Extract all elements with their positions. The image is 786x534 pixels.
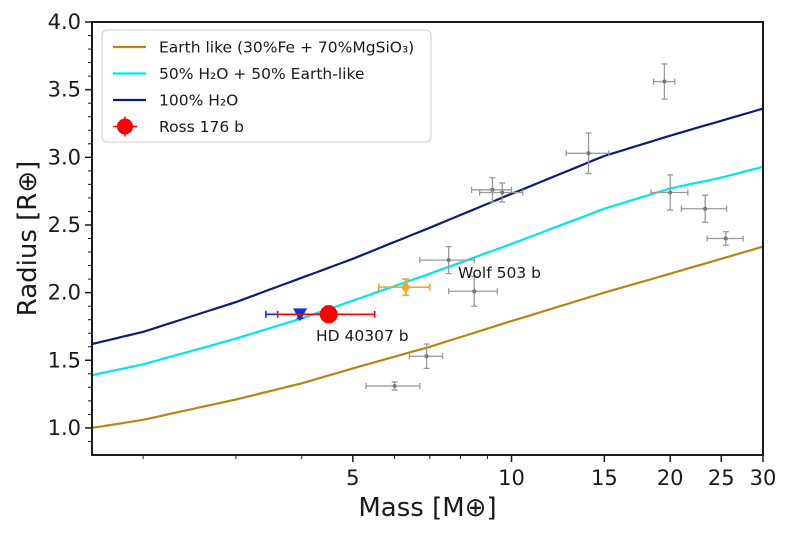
marker	[424, 354, 429, 359]
legend-marker	[117, 118, 133, 135]
x-tick-label: 15	[591, 466, 618, 490]
marker	[490, 187, 495, 192]
data-points	[265, 63, 744, 391]
planet-point-2	[419, 245, 475, 275]
legend-label: 50% H₂O + 50% Earth-like	[159, 65, 364, 83]
y-tick-label: 3.0	[48, 145, 81, 169]
marker	[586, 151, 591, 156]
planet-point-0	[365, 381, 421, 391]
x-tick-label: 5	[346, 466, 359, 490]
legend-item-2: 100% H₂O	[113, 92, 238, 110]
marker	[446, 258, 451, 263]
legend-box	[101, 29, 432, 143]
y-tick-label: 2.5	[48, 213, 81, 237]
marker	[472, 289, 477, 294]
curve-2	[92, 107, 763, 346]
marker	[703, 206, 708, 211]
legend-label: Ross 176 b	[159, 118, 244, 136]
y-axis-title: Radius [R⊕]	[13, 161, 43, 317]
legend-item-3: Ross 176 b	[113, 116, 244, 137]
marker	[662, 79, 667, 84]
y-tick-label: 4.0	[48, 10, 81, 34]
curve-1	[92, 165, 763, 377]
model-curves	[92, 107, 763, 429]
marker-circle	[319, 305, 338, 324]
axes: 1.0 1.5 2.0 2.5 3.0 3.5 4.0 5 10 15 20 25 30 Mass [M⊕…	[13, 10, 776, 523]
label-hd-40307b: HD 40307 b	[316, 327, 409, 345]
y-tick-label: 2.0	[48, 281, 81, 305]
highlight-ross-176b	[276, 305, 376, 324]
planet-point-1	[408, 343, 444, 370]
x-axis-title: Mass [M⊕]	[358, 493, 496, 523]
highlight-wolf-503b	[377, 278, 431, 297]
x-tick-label: 25	[708, 466, 735, 490]
x-tick-label: 10	[498, 466, 525, 490]
legend: Earth like (30%Fe + 70%MgSiO₃) 50% H₂O + …	[101, 29, 432, 143]
y-tick-label: 1.5	[48, 348, 81, 372]
planet-point-6	[565, 132, 610, 175]
planet-point-8	[650, 174, 689, 211]
y-tick-label: 3.5	[48, 78, 81, 102]
curve-0	[92, 245, 763, 429]
planet-point-3	[448, 275, 498, 307]
legend-item-0: Earth like (30%Fe + 70%MgSiO₃)	[113, 39, 414, 57]
planet-point-10	[706, 231, 744, 246]
legend-item-1: 50% H₂O + 50% Earth-like	[113, 65, 364, 83]
planet-point-5	[478, 182, 524, 203]
x-tick-label: 30	[750, 466, 777, 490]
x-tick-label: 20	[657, 466, 684, 490]
marker	[723, 236, 728, 241]
label-wolf-503b: Wolf 503 b	[458, 264, 541, 282]
marker	[392, 383, 397, 388]
legend-label: Earth like (30%Fe + 70%MgSiO₃)	[159, 39, 414, 57]
marker-diamond	[401, 280, 411, 294]
planet-annotations: HD 40307 b Wolf 503 b	[316, 264, 541, 345]
planet-point-4	[470, 176, 513, 203]
planet-point-7	[652, 63, 676, 100]
marker	[500, 190, 505, 195]
planet-point-9	[680, 194, 728, 223]
y-tick-label: 1.0	[48, 416, 81, 440]
legend-label: 100% H₂O	[159, 92, 238, 110]
marker	[668, 190, 673, 195]
